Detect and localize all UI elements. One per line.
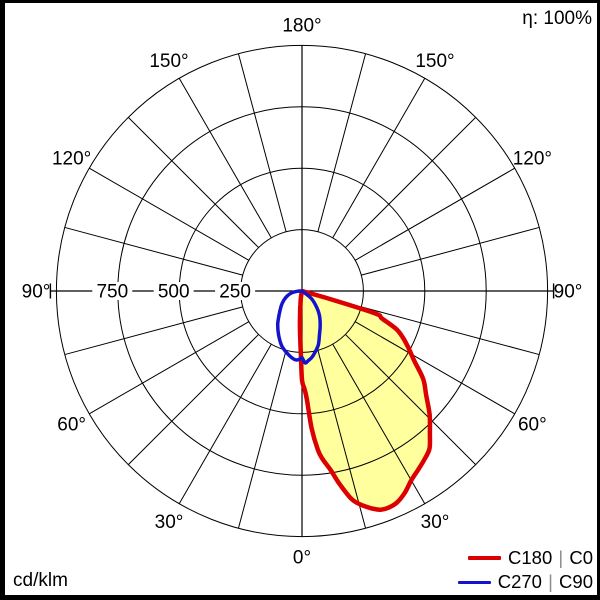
angle-label-60-right: 60°: [518, 415, 547, 436]
legend-item-0: C180 | C0: [468, 547, 593, 569]
ring-label-box-250: [215, 282, 256, 300]
grid-spoke-225: [127, 116, 259, 248]
curve-C180-C0: [297, 288, 433, 513]
grid-spoke-105: [361, 226, 540, 276]
grid-spoke-45: [345, 334, 477, 466]
grid-spoke-345: [237, 350, 287, 529]
ring-label-750: 750: [96, 282, 128, 303]
angle-label-30-left: 30°: [155, 512, 184, 533]
unit-label: cd/klm: [13, 570, 68, 591]
legend-pipe: |: [558, 547, 564, 568]
grid-spoke-240: [89, 167, 250, 261]
grid-spoke-135: [345, 116, 477, 248]
legend-item-1: C270 | C90: [457, 571, 593, 593]
angle-label-0-center: 0°: [293, 548, 311, 569]
grid-spoke-285: [64, 306, 243, 356]
legend-label-0: C180 | C0: [508, 547, 593, 568]
ring-label-box-750: [92, 282, 133, 300]
angle-label-90-left: 90°: [22, 282, 51, 303]
grid-spoke-330: [178, 343, 272, 504]
legend-swatch-0: [468, 556, 502, 560]
grid-spoke-315: [127, 334, 259, 466]
grid-spoke-255: [64, 226, 243, 276]
angle-label-90-right: 90°: [554, 282, 583, 303]
ring-label-500: 500: [158, 282, 190, 303]
angle-label-180-center: 180°: [282, 16, 321, 37]
grid-spoke-60: [354, 321, 515, 415]
grid-spoke-150: [332, 78, 426, 239]
angle-label-150-right: 150°: [415, 51, 454, 72]
angle-label-150-left: 150°: [149, 51, 188, 72]
ring-label-box-500: [153, 282, 194, 300]
grid-spoke-15: [317, 350, 367, 529]
grid-spoke-120: [354, 167, 515, 261]
legend-pipe: |: [548, 571, 553, 592]
grid-spoke-75: [361, 306, 540, 356]
curve-C270-C90: [275, 289, 322, 365]
legend: C180 | C0 C270 | C90: [457, 547, 593, 593]
angle-label-120-right: 120°: [513, 149, 552, 170]
angle-label-120-left: 120°: [52, 149, 91, 170]
grid-spoke-300: [89, 321, 250, 415]
legend-label-1: C270 | C90: [497, 571, 593, 592]
angle-label-60-left: 60°: [57, 415, 86, 436]
grid-spoke-195: [237, 53, 287, 232]
efficiency-label: η: 100%: [522, 8, 592, 29]
legend-swatch-1: [457, 580, 491, 584]
grid-spoke-165: [317, 53, 367, 232]
angle-label-30-right: 30°: [421, 512, 450, 533]
grid-spoke-30: [332, 343, 426, 504]
ring-label-250: 250: [219, 282, 251, 303]
grid-spoke-210: [178, 78, 272, 239]
